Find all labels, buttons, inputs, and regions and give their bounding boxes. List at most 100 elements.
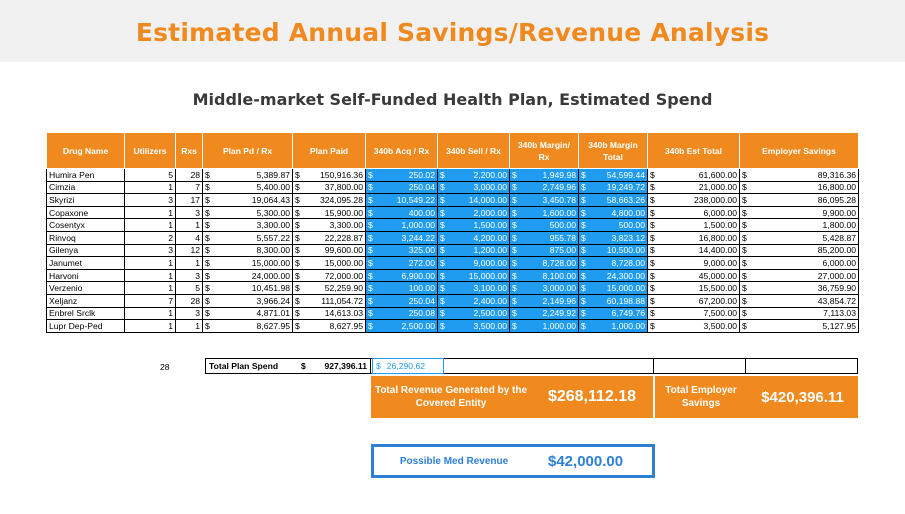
- currency-symbol: $: [650, 320, 655, 331]
- cell-plan-paid: $324,095.28: [292, 193, 366, 207]
- cell-acq-rx: $250.02: [365, 168, 438, 182]
- cell-sell-rx: $4,200.00: [437, 230, 510, 245]
- column-header: 340b Margin/ Rx: [509, 132, 579, 169]
- column-header: 340b Acq / Rx: [365, 132, 438, 169]
- cell-value: 19,064.43: [251, 194, 290, 205]
- cell-value: 2,000.00: [473, 207, 507, 218]
- currency-symbol: $: [650, 194, 655, 205]
- currency-symbol: $: [650, 232, 655, 243]
- currency-symbol: $: [440, 169, 445, 180]
- cell-employer-savings: $89,316.36: [739, 168, 859, 182]
- cell-utilizers: 1: [124, 281, 176, 295]
- currency-symbol: $: [368, 169, 373, 180]
- cell-value: 43,854.72: [817, 295, 856, 306]
- cell-value: 100.00: [408, 283, 435, 294]
- cell-utilizers: 1: [124, 268, 176, 283]
- cell-value: 61,600.00: [698, 169, 737, 180]
- currency-symbol: $: [581, 257, 586, 268]
- cell-margin-rx: $1,000.00: [509, 319, 579, 333]
- currency-symbol: $: [581, 283, 586, 294]
- cell-margin-total: $24,300.00: [578, 268, 648, 283]
- currency-symbol: $: [512, 207, 517, 218]
- currency-symbol: $: [205, 270, 210, 281]
- cell-margin-rx: $500.00: [509, 218, 579, 232]
- cell-est-total: $7,500.00: [647, 306, 740, 321]
- cell-value: 150,916.36: [319, 169, 363, 180]
- cell-value: 58,663.26: [606, 194, 645, 205]
- cell-sell-rx: $2,500.00: [437, 306, 510, 321]
- currency-symbol: $: [440, 220, 445, 231]
- cell-value: 2,749.96: [542, 182, 576, 193]
- cell-margin-total: $500.00: [578, 218, 648, 232]
- cell-value: 5,428.87: [822, 232, 856, 243]
- cell-value: 9,000.00: [473, 257, 507, 268]
- cell-drug: Lupr Dep-Ped: [46, 319, 125, 333]
- cell-value: 60,198.88: [606, 295, 645, 306]
- cell-drug: Skyrizi: [46, 193, 125, 207]
- cell-utilizers: 1: [124, 256, 176, 270]
- cell-drug: Harvoni: [46, 268, 125, 283]
- cell-value: 250.02: [408, 169, 435, 180]
- spend-table: Drug Name Utilizers Rxs Plan Pd / Rx Plan Pa…: [46, 132, 859, 333]
- cell-est-total: $9,000.00: [647, 256, 740, 270]
- cell-drug: Cosentyx: [46, 218, 125, 232]
- cell-value: 1,949.98: [542, 169, 576, 180]
- cell-utilizers: 2: [124, 230, 176, 245]
- cell-plan-paid: $15,000.00: [292, 256, 366, 270]
- currency-symbol: $: [650, 207, 655, 218]
- cell-utilizers: 7: [124, 293, 176, 308]
- cell-rxs: 1: [175, 319, 203, 333]
- currency-symbol: $: [742, 207, 747, 218]
- cell-utilizers: 1: [124, 205, 176, 220]
- currency-symbol: $: [205, 169, 210, 180]
- currency-symbol: $: [581, 194, 586, 205]
- table-row: Humira Pen 5 28 $5,389.87 $150,916.36 $250.02…: [46, 168, 859, 182]
- cell-utilizers: 1: [124, 218, 176, 232]
- cell-value: 325.00: [408, 245, 435, 256]
- table-row: Xeljanz 7 28 $3,966.24 $111,054.72 $250.04 $2,…: [46, 293, 859, 308]
- cell-margin-rx: $875.00: [509, 243, 579, 258]
- cell-sell-rx: $1,500.00: [437, 218, 510, 232]
- cell-value: 6,900.00: [401, 270, 435, 281]
- cell-value: 15,000.00: [251, 257, 290, 268]
- cell-plan-paid: $150,916.36: [292, 168, 366, 182]
- cell-drug: Enbrel Srclk: [46, 306, 125, 321]
- cell-value: 3,500.00: [473, 320, 507, 331]
- currency-symbol: $: [295, 220, 300, 231]
- table-row: Enbrel Srclk 1 3 $4,871.01 $14,613.03 $250.08…: [46, 306, 859, 321]
- cell-plan-pd-rx: $8,627.95: [202, 319, 293, 333]
- cell-value: 1,200.00: [473, 245, 507, 256]
- currency-symbol: $: [650, 169, 655, 180]
- cell-value: 15,000.00: [468, 270, 507, 281]
- cell-value: 14,000.00: [468, 194, 507, 205]
- cell-plan-paid: $8,627.95: [292, 319, 366, 333]
- cell-value: 6,000.00: [822, 257, 856, 268]
- cell-value: 9,900.00: [822, 207, 856, 218]
- currency-symbol: $: [205, 257, 210, 268]
- cell-drug: Gilenya: [46, 243, 125, 258]
- cell-margin-rx: $8,100.00: [509, 268, 579, 283]
- cell-value: 400.00: [408, 207, 435, 218]
- currency-symbol: $: [205, 207, 210, 218]
- cell-value: 15,000.00: [606, 283, 645, 294]
- cell-value: 16,800.00: [698, 232, 737, 243]
- cell-plan-paid: $22,228.87: [292, 230, 366, 245]
- currency-symbol: $: [205, 182, 210, 193]
- currency-symbol: $: [368, 308, 373, 319]
- column-header: Plan Paid: [292, 132, 366, 169]
- cell-plan-pd-rx: $3,966.24: [202, 293, 293, 308]
- cell-employer-savings: $36,759.90: [739, 281, 859, 295]
- cell-value: 7,113.03: [823, 308, 856, 319]
- cell-employer-savings: $9,900.00: [739, 205, 859, 220]
- cell-sell-rx: $2,000.00: [437, 205, 510, 220]
- currency-symbol: $: [742, 182, 747, 193]
- cell-utilizers: 1: [124, 319, 176, 333]
- cell-value: 10,451.98: [251, 283, 290, 294]
- cell-value: 14,613.03: [324, 308, 363, 319]
- cell-margin-total: $19,249.72: [578, 180, 648, 195]
- cell-value: 9,000.00: [703, 257, 737, 268]
- currency-symbol: $: [295, 283, 300, 294]
- cell-plan-pd-rx: $15,000.00: [202, 256, 293, 270]
- currency-symbol: $: [581, 320, 586, 331]
- cell-value: 15,500.00: [698, 283, 737, 294]
